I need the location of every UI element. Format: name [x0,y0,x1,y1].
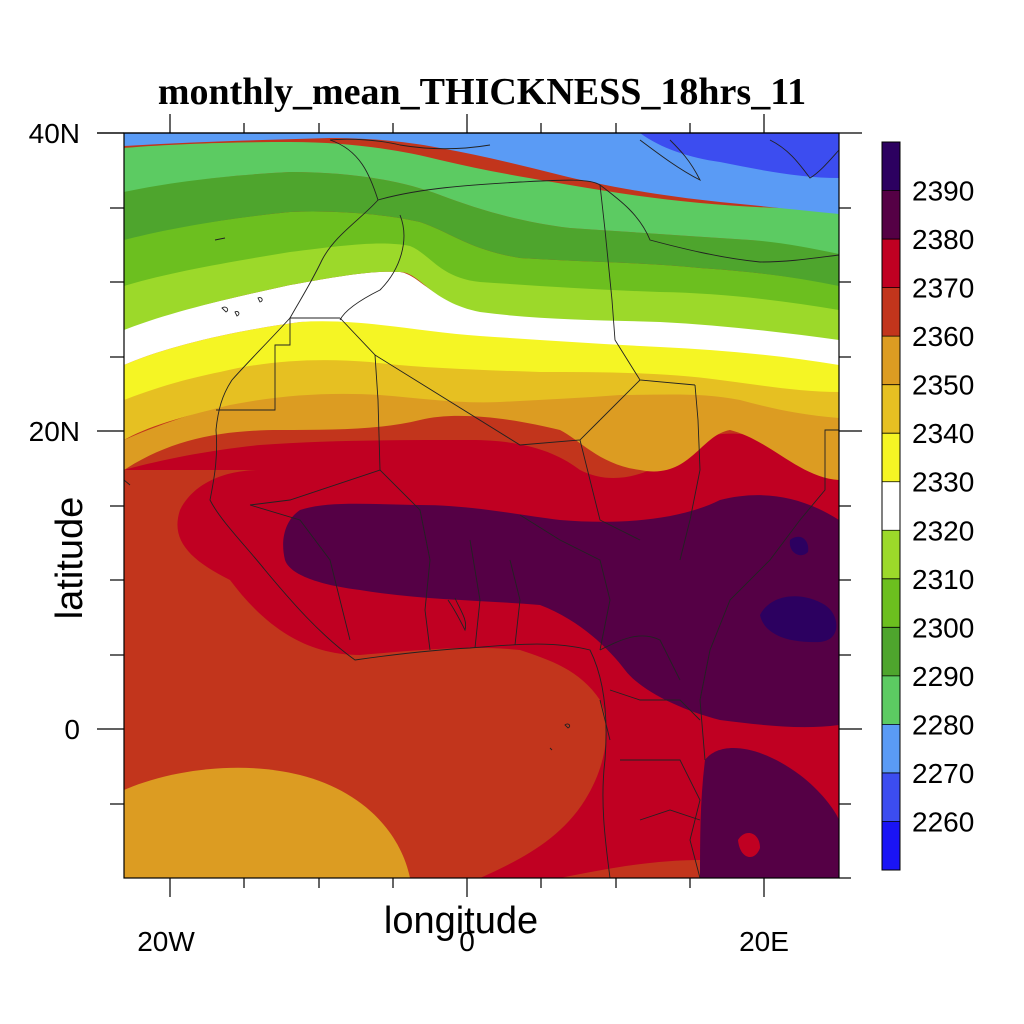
north-africa-coast [377,179,839,263]
colorbar-swatch [882,336,900,386]
colorbar-swatch [882,675,900,725]
colorbar-swatch [882,627,900,677]
cape-verde [124,479,131,486]
band-2350 [124,380,839,480]
border-morocco-algeria [339,214,405,321]
colorbar-label: 2370 [912,273,974,304]
border-nigeria [519,514,611,651]
map-title: monthly_mean_THICKNESS_18hrs_11 [158,71,806,113]
band-2280 [124,142,839,254]
colorbar-label: 2390 [912,176,974,207]
band-2290 [124,172,839,286]
colorbar-swatch [882,772,900,822]
colorbar-label: 2380 [912,224,974,255]
africa-coastline [209,139,611,878]
y-ticks [97,132,862,879]
border-algeria-mali [374,354,601,446]
colorbar: 2390 2380 2370 2360 2350 2340 2330 2320 2310 2300… [881,141,974,871]
colorbar-label: 2340 [912,418,974,449]
colorbar-label: 2290 [912,661,974,692]
colorbar-label: 2270 [912,758,974,789]
y-tick-label-20n: 20N [29,416,80,447]
band-2390-a [760,596,837,643]
y-tick-label-0: 0 [64,714,80,745]
border-mauritania-mali [249,317,381,506]
gulf-of-guinea-islands [549,723,571,751]
band-2350-sw [124,767,410,878]
colorbar-swatch [882,530,900,580]
colorbar-swatch [882,287,900,337]
border-central-africa [609,689,701,878]
x-tick-label-20w: 20W [137,926,195,957]
x-tick-label-0: 0 [459,926,475,957]
colorbar-swatch [882,578,900,628]
band-2270 [124,133,839,214]
colorbar-label: 2350 [912,370,974,401]
colorbar-swatch [882,239,900,289]
border-western-sahara [216,317,340,411]
coastlines-borders [124,138,839,878]
colorbar-swatch [882,481,900,531]
band-2300 [124,211,839,310]
band-2380-south [700,748,839,878]
border-cameroon [599,635,681,681]
colorbar-swatch [882,142,900,192]
colorbar-label: 2280 [912,709,974,740]
colorbar-label: 2330 [912,467,974,498]
band-2330 [124,320,839,400]
colorbar-swatch [882,724,900,774]
colorbar-swatch [882,384,900,434]
border-algeria-libya [599,184,696,386]
colorbar-label: 2310 [912,564,974,595]
colorbar-swatch [882,190,900,240]
colorbar-swatch [882,821,900,871]
italy-coast [639,139,702,182]
border-east [699,429,839,761]
y-tick-label-40n: 40N [29,118,80,149]
x-tick-label-20e: 20E [739,926,789,957]
border-west-africa-b [379,469,431,651]
border-drc [599,699,701,821]
lake-volta [447,597,467,632]
colorbar-label: 2300 [912,612,974,643]
band-2310 [124,242,839,340]
x-axis-label: longitude [384,900,538,942]
border-niger-chad [579,379,641,541]
iberia-coast [329,138,491,150]
border-west-africa-c [469,539,521,649]
colorbar-label: 2320 [912,515,974,546]
canary-islands [221,297,263,317]
x-ticks [169,114,765,897]
band-2370-inset [738,833,760,858]
madeira [214,237,226,241]
y-axis-label: latitude [49,497,91,620]
contour-field [124,133,839,878]
band-2380 [283,495,839,728]
greece-coast [769,139,839,179]
border-west-africa-a [249,504,351,641]
colorbar-label: 2260 [912,806,974,837]
band-2340 [124,353,839,440]
band-2390-b [789,536,809,556]
border-libya-chad [679,384,701,561]
colorbar-label: 2360 [912,321,974,352]
colorbar-frame [881,141,901,871]
colorbar-swatch [882,433,900,483]
band-2260 [640,133,839,178]
